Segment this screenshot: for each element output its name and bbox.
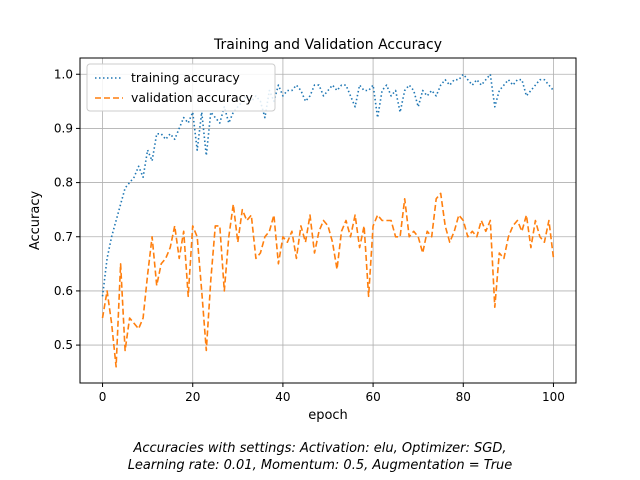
x-tick-label: 80 [456,390,471,404]
y-tick-label: 0.8 [54,176,73,190]
y-axis-label: Accuracy [28,191,43,251]
x-tick-label: 100 [542,390,565,404]
x-axis-label: epoch [308,408,348,423]
y-tick-label: 0.7 [54,230,73,244]
legend-label-1: validation accuracy [131,90,254,105]
caption-line-1: Accuracies with settings: Activation: el… [133,441,507,456]
series-line-0 [101,73,555,297]
x-tick-label: 60 [365,390,380,404]
x-tick-label: 40 [275,390,290,404]
legend: training accuracy validation accuracy [86,63,276,112]
y-tick-label: 0.6 [54,284,73,298]
y-tick-label: 1.0 [54,67,73,81]
series-layer [101,73,555,368]
tick-layer: 0 20 40 60 80 100 0.5 0.6 0.7 0.8 0.9 1.0 [54,67,565,404]
caption-line-2: Learning rate: 0.01, Momentum: 0.5, Augm… [127,458,513,473]
plot-frame [79,57,577,384]
y-tick-label: 0.9 [54,121,73,135]
series-line-1 [101,192,555,368]
legend-label-0: training accuracy [131,70,240,85]
x-tick-label: 0 [99,390,107,404]
y-tick-label: 0.5 [54,338,73,352]
x-tick-label: 20 [185,390,200,404]
legend-box [86,63,276,112]
chart-title: Training and Validation Accuracy [213,37,442,53]
